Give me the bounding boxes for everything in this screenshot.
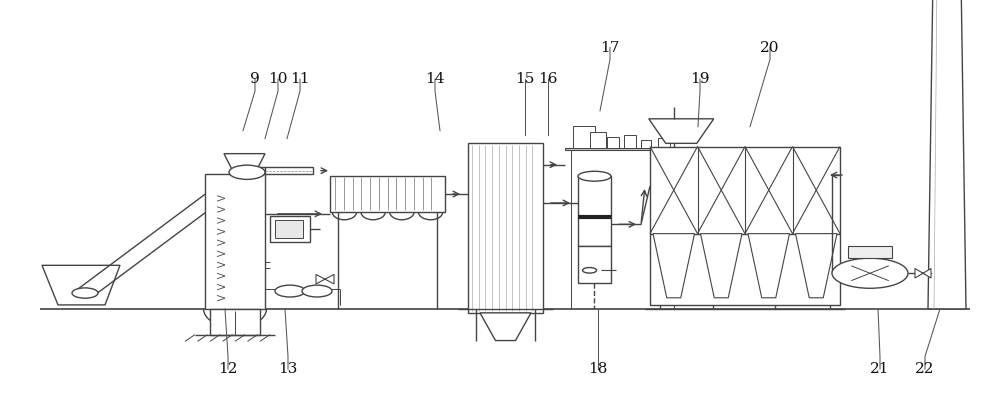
Bar	[848, 246, 892, 258]
Ellipse shape	[578, 171, 611, 181]
Circle shape	[832, 258, 908, 288]
Text: 14: 14	[425, 72, 445, 86]
Bar	[607, 137, 619, 148]
Text: 20: 20	[760, 40, 780, 55]
Bar	[573, 126, 595, 148]
Circle shape	[229, 165, 265, 179]
Text: 22: 22	[915, 362, 935, 376]
Bar	[205, 174, 265, 309]
Polygon shape	[224, 154, 265, 169]
Text: 21: 21	[870, 362, 890, 376]
Bar	[650, 147, 840, 305]
Bar	[658, 138, 670, 148]
Bar	[590, 132, 606, 148]
Polygon shape	[649, 119, 714, 143]
Bar	[578, 246, 611, 283]
Circle shape	[302, 285, 332, 297]
Bar	[565, 148, 680, 150]
Bar	[265, 167, 313, 174]
Text: 11: 11	[290, 72, 310, 86]
Text: 17: 17	[600, 40, 620, 55]
Bar	[275, 220, 303, 238]
Polygon shape	[316, 274, 334, 284]
Text: 19: 19	[690, 72, 710, 86]
Bar	[624, 135, 636, 148]
Polygon shape	[748, 234, 790, 298]
Text: 16: 16	[538, 72, 558, 86]
Circle shape	[72, 288, 98, 298]
Text: 18: 18	[588, 362, 608, 376]
Bar	[330, 176, 445, 212]
Bar	[270, 216, 310, 242]
Polygon shape	[653, 234, 694, 298]
Circle shape	[275, 285, 305, 297]
Polygon shape	[928, 0, 966, 309]
Polygon shape	[42, 265, 120, 305]
Text: 9: 9	[250, 72, 260, 86]
Polygon shape	[480, 313, 531, 341]
Text: 12: 12	[218, 362, 238, 376]
Bar	[578, 176, 611, 246]
Text: 10: 10	[268, 72, 288, 86]
Bar	[641, 140, 651, 148]
Polygon shape	[796, 234, 837, 298]
Polygon shape	[915, 268, 931, 278]
Text: 15: 15	[515, 72, 535, 86]
Bar	[468, 143, 543, 313]
Polygon shape	[700, 234, 742, 298]
Bar	[210, 309, 260, 335]
Text: 13: 13	[278, 362, 298, 376]
